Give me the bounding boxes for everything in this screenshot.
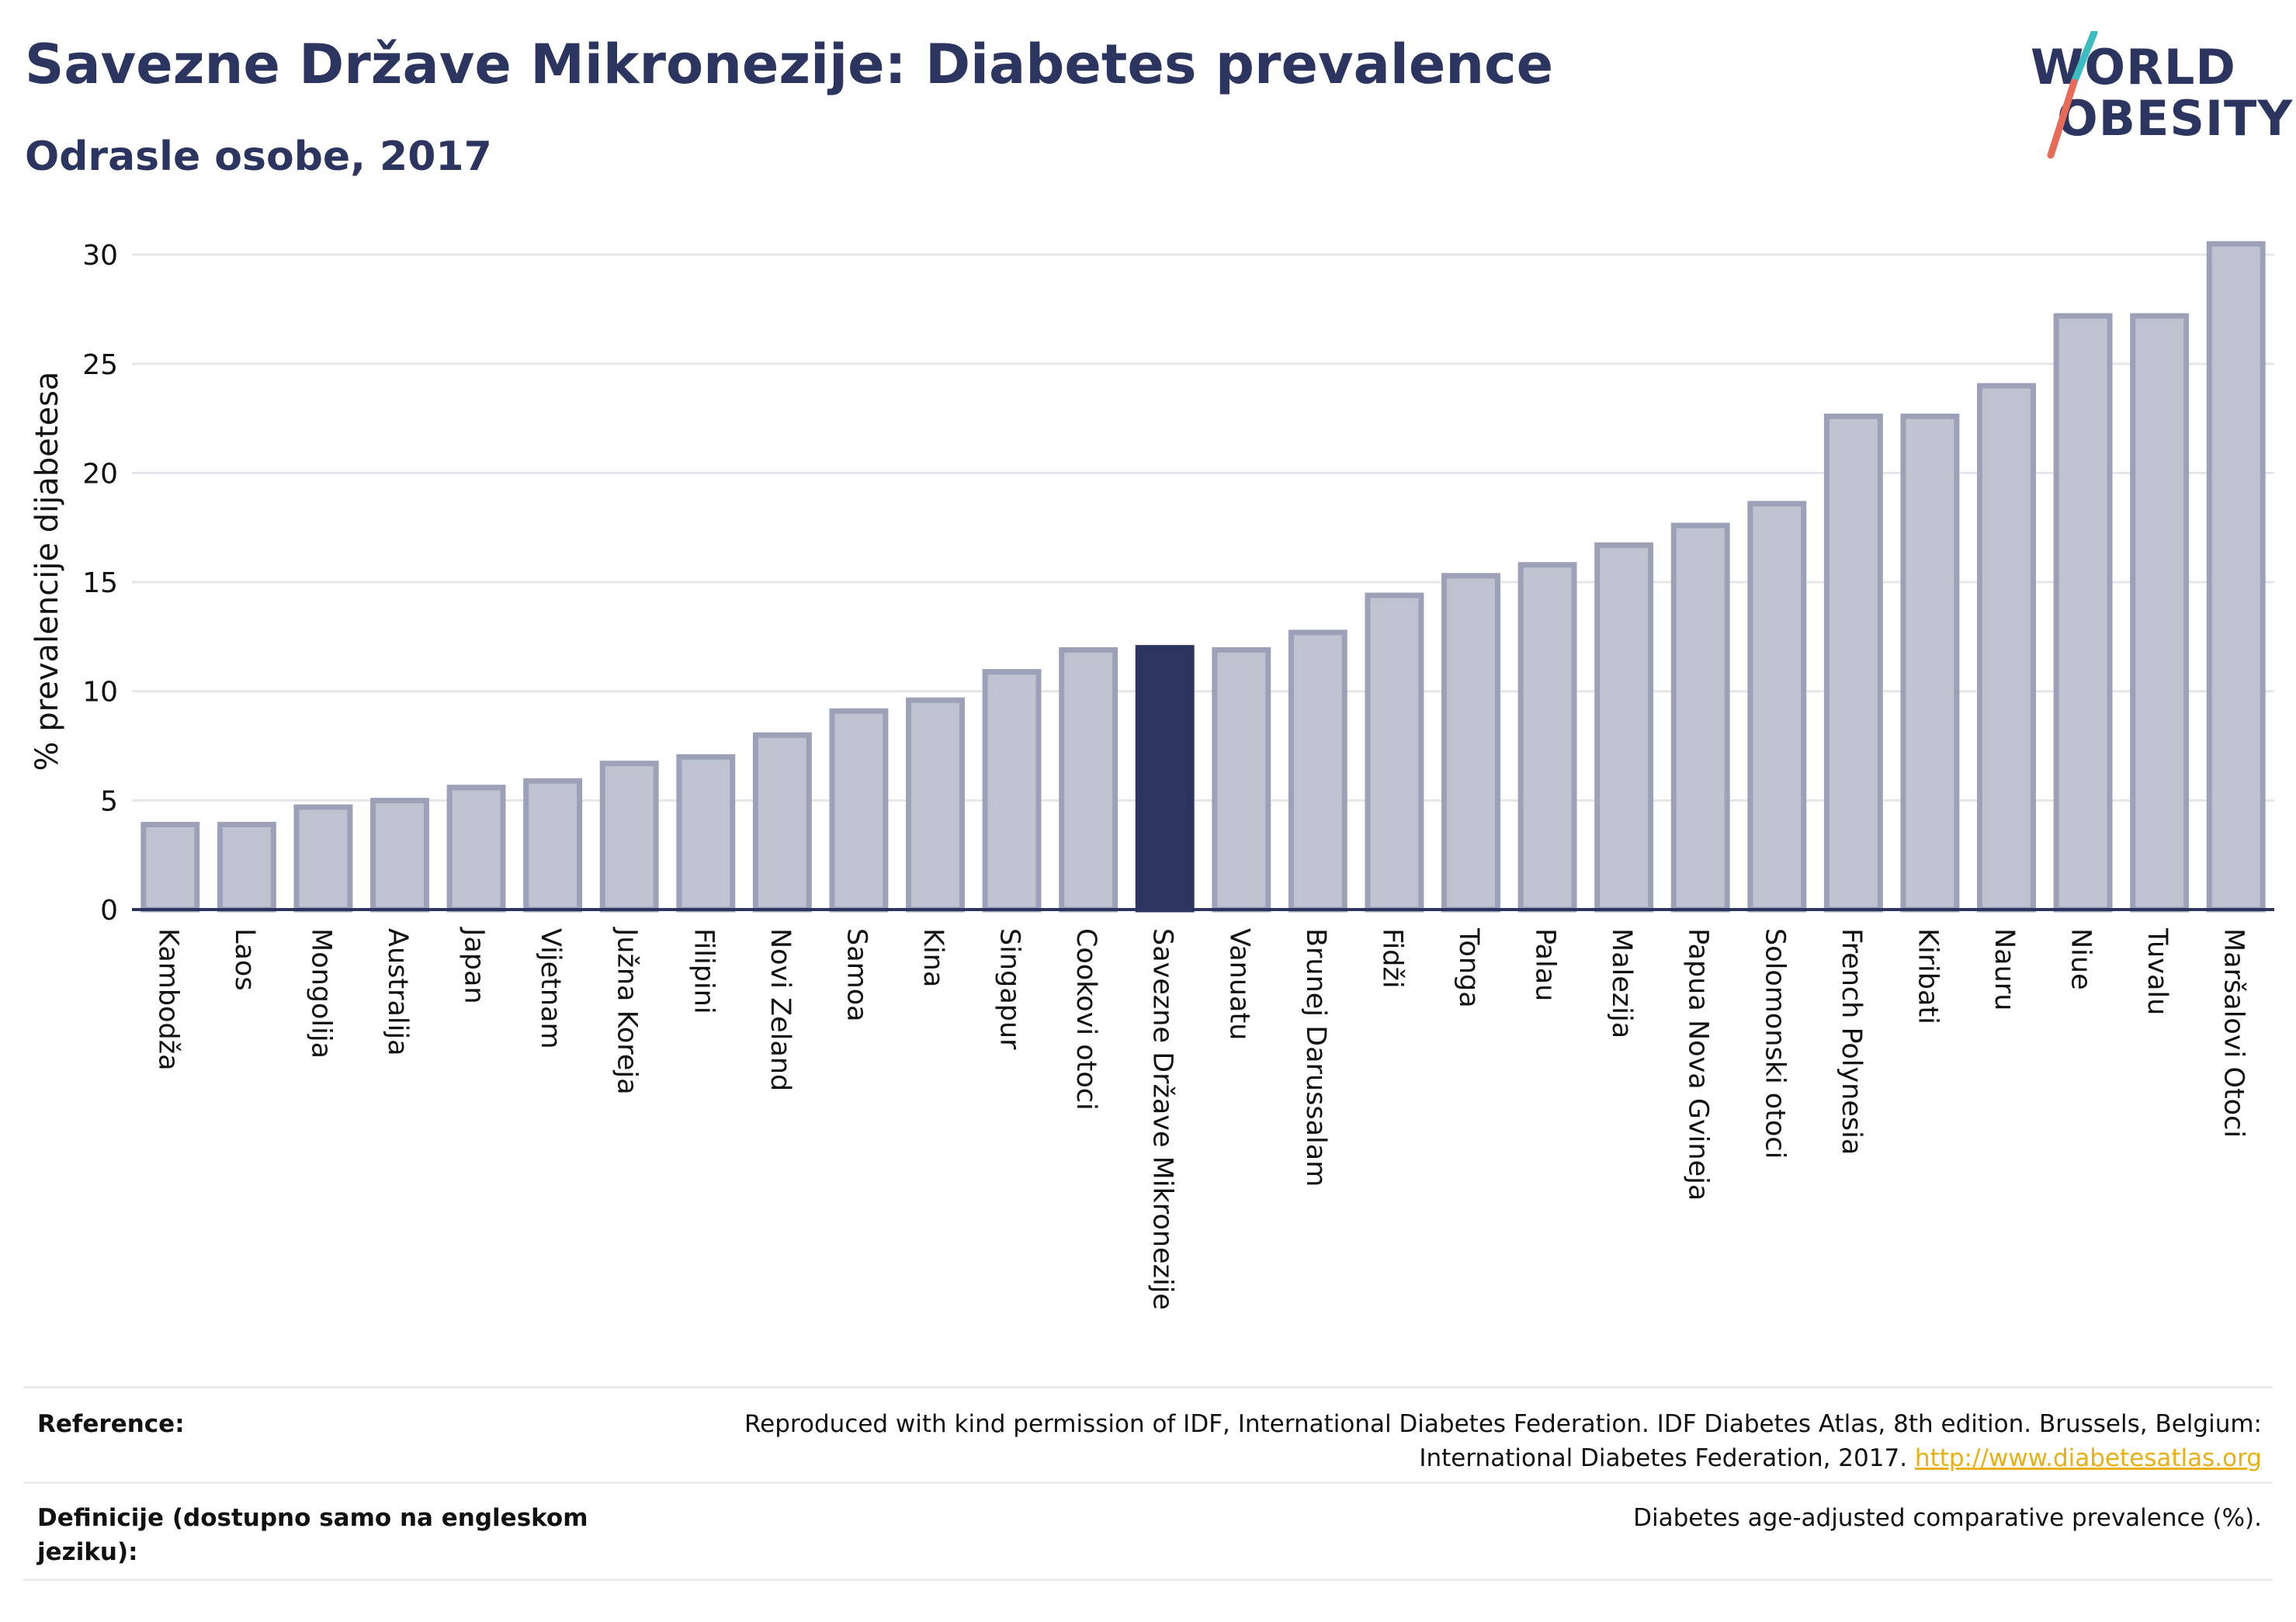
bar [446, 785, 506, 913]
definition-text: Diabetes age-adjusted comparative preval… [1633, 1504, 2262, 1532]
x-tick-label: Vanuatu [1223, 928, 1254, 1040]
bar [599, 761, 659, 913]
x-tick-label: Novi Zeland [765, 928, 796, 1091]
x-tick-label: Japan [459, 927, 490, 1004]
bar [217, 821, 276, 913]
bar [370, 798, 429, 913]
x-tick-label: French Polynesia [1836, 928, 1867, 1155]
logo-slash-icon [2047, 31, 2098, 159]
x-tick-label: Kambodža [152, 928, 183, 1071]
bar [523, 778, 583, 913]
reference-link[interactable]: http://www.diabetesatlas.org [1914, 1444, 2262, 1472]
x-tick-label: Cookovi otoci [1070, 928, 1101, 1111]
x-tick-label: Tuvalu [2142, 927, 2173, 1015]
reference-label: Reference: [37, 1410, 185, 1438]
x-tick-label: Mongolija [305, 928, 336, 1059]
bar [829, 708, 889, 913]
y-tick-label: 0 [100, 895, 118, 927]
x-tick-label: Laos [229, 928, 260, 991]
bar [2053, 313, 2113, 913]
bar [1288, 629, 1347, 913]
bar [2206, 241, 2266, 913]
bar [1365, 592, 1424, 913]
x-tick-label: Malezija [1606, 928, 1637, 1038]
bar [1594, 542, 1654, 913]
bar [293, 804, 353, 913]
x-tick-label: Singapur [994, 928, 1025, 1050]
bar [1900, 413, 1960, 913]
bar-highlight [1135, 645, 1195, 913]
y-tick-label: 25 [82, 349, 118, 381]
page-title: Savezne Države Mikronezije: Diabetes pre… [25, 33, 1554, 96]
x-tick-label: Palau [1530, 928, 1561, 1001]
chart-footer: Reference: Reproduced with kind permissi… [23, 1386, 2273, 1581]
bar [140, 821, 200, 913]
y-tick-label: 20 [82, 458, 118, 490]
bar [752, 732, 812, 913]
y-axis-ticks: 0 5 10 15 20 25 30 [82, 240, 118, 927]
y-axis-title: % prevalencije dijabetesa [29, 372, 65, 771]
x-tick-label: Papua Nova Gvineja [1683, 928, 1714, 1201]
bar [1441, 573, 1500, 913]
x-tick-label: Maršalovi Otoci [2218, 928, 2249, 1138]
x-tick-label: Fidži [1376, 928, 1407, 989]
bar [1977, 383, 2036, 913]
bar [982, 669, 1042, 913]
x-tick-label: Niue [2065, 928, 2097, 990]
bar [906, 697, 965, 913]
y-tick-label: 10 [82, 677, 118, 709]
bar [676, 754, 736, 913]
bar [1747, 501, 1807, 913]
definition-label: Definicije (dostupno samo na engleskom j… [37, 1504, 588, 1566]
x-tick-label: Brunej Darussalam [1300, 928, 1331, 1187]
x-tick-label: Kiribati [1912, 928, 1943, 1024]
x-axis-labels: Kambodža Laos Mongolija Australija Japan Vije… [152, 927, 2249, 1310]
y-tick-label: 15 [82, 567, 118, 599]
page-subtitle: Odrasle osobe, 2017 [25, 133, 492, 180]
logo-text-line2: OBESITY [2057, 90, 2294, 147]
bar-chart: 0 5 10 15 20 25 30 Kambodža Laos Mongolija Austra… [29, 240, 2274, 1310]
reference-line2: International Diabetes Federation, 2017.… [709, 1441, 2262, 1475]
x-tick-label: Vijetnam [535, 928, 566, 1049]
x-tick-label: Filipini [688, 928, 719, 1014]
reference-line1: Reproduced with kind permission of IDF, … [744, 1410, 2262, 1438]
definition-row: Definicije (dostupno samo na engleskom j… [23, 1482, 2273, 1581]
bar [1517, 562, 1577, 913]
bar [2130, 313, 2190, 913]
reference-row: Reference: Reproduced with kind permissi… [23, 1386, 2273, 1482]
bar [1670, 522, 1730, 913]
x-tick-label: Australija [382, 928, 413, 1056]
x-tick-label: Nauru [1989, 928, 2020, 1010]
y-tick-label: 5 [100, 785, 118, 817]
x-tick-label: Samoa [841, 928, 872, 1022]
world-obesity-logo: WORLD OBESITY [2026, 31, 2292, 163]
x-tick-label: Solomonski otoci [1759, 928, 1790, 1159]
bar [1212, 646, 1271, 913]
reference-text: Reproduced with kind permission of IDF, … [709, 1407, 2262, 1475]
bars [140, 241, 2266, 913]
x-tick-label: Kina [917, 928, 949, 987]
logo-text-line1: WORLD [2031, 39, 2236, 95]
x-tick-label: Tonga [1453, 927, 1484, 1008]
x-tick-label: Savezne Države Mikronezije [1147, 928, 1178, 1310]
bar [1823, 413, 1883, 913]
bar [1059, 646, 1119, 913]
reference-line2-text: International Diabetes Federation, 2017. [1419, 1444, 1908, 1472]
x-tick-label: Južna Koreja [612, 927, 643, 1095]
y-tick-label: 30 [82, 240, 118, 272]
